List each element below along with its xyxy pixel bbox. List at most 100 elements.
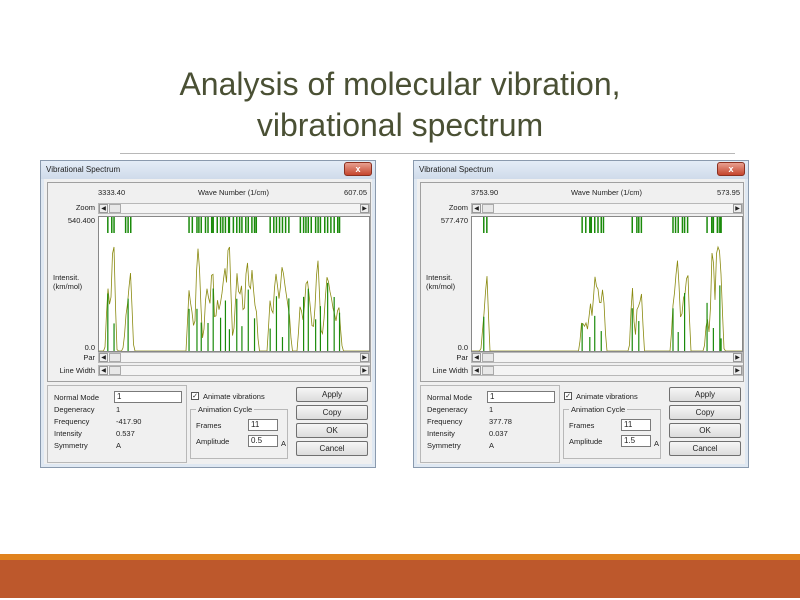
symmetry-label: Symmetry bbox=[54, 441, 88, 450]
par-label: Par bbox=[83, 353, 95, 362]
intensity-label: Intensity bbox=[427, 429, 455, 438]
scroll-right-arrow-icon[interactable]: ▶ bbox=[360, 353, 369, 362]
animation-cycle-label: Animation Cycle bbox=[196, 405, 255, 414]
apply-button[interactable]: Apply bbox=[296, 387, 368, 402]
zoom-scrollbar[interactable]: ◀ ▶ bbox=[98, 203, 370, 214]
line-width-scrollbar[interactable]: ◀ ▶ bbox=[471, 365, 743, 376]
x-axis-left-value: 3753.90 bbox=[471, 188, 499, 197]
scroll-left-arrow-icon[interactable]: ◀ bbox=[472, 353, 481, 362]
scroll-right-arrow-icon[interactable]: ▶ bbox=[733, 353, 742, 362]
zoom-scrollbar[interactable]: ◀ ▶ bbox=[471, 203, 743, 214]
y-axis-zero: 0.0 bbox=[84, 343, 95, 352]
frames-label: Frames bbox=[196, 421, 222, 430]
intensity-value: 0.537 bbox=[116, 429, 135, 438]
animation-cycle-group bbox=[190, 409, 288, 459]
scroll-thumb[interactable] bbox=[482, 353, 494, 362]
vibrational-spectrum-window: Vibrational Spectrum x 3753.90 Wave Numb… bbox=[413, 160, 749, 468]
dialog-body: 3753.90 Wave Number (1/cm) 573.95 Zoom ◀… bbox=[417, 179, 745, 464]
x-axis-left-value: 3333.40 bbox=[98, 188, 126, 197]
mode-info-panel bbox=[420, 385, 560, 463]
normal-mode-input[interactable]: 1 bbox=[487, 391, 555, 403]
footer-band-orange bbox=[0, 554, 800, 560]
animation-cycle-label: Animation Cycle bbox=[569, 405, 628, 414]
scroll-left-arrow-icon[interactable]: ◀ bbox=[472, 204, 481, 213]
amplitude-input[interactable]: 1.5 bbox=[621, 435, 651, 447]
animate-vibrations-label: Animate vibrations bbox=[203, 392, 265, 401]
par-scrollbar[interactable]: ◀ ▶ bbox=[471, 352, 743, 363]
normal_mode-label: Normal Mode bbox=[54, 393, 100, 402]
window-title: Vibrational Spectrum bbox=[46, 165, 121, 174]
scroll-thumb[interactable] bbox=[109, 204, 121, 213]
cancel-button[interactable]: Cancel bbox=[296, 441, 368, 456]
dialog-body: 3333.40 Wave Number (1/cm) 607.05 Zoom ◀… bbox=[44, 179, 372, 464]
animate-vibrations-checkbox[interactable]: ✓ bbox=[191, 392, 199, 400]
intensity-value: 0.037 bbox=[489, 429, 508, 438]
scroll-thumb[interactable] bbox=[482, 366, 494, 375]
scroll-left-arrow-icon[interactable]: ◀ bbox=[99, 204, 108, 213]
amplitude-input[interactable]: 0.5 bbox=[248, 435, 278, 447]
line-width-scrollbar[interactable]: ◀ ▶ bbox=[98, 365, 370, 376]
copy-button[interactable]: Copy bbox=[296, 405, 368, 420]
y-axis-label: Intensit. (km/mol) bbox=[53, 273, 83, 291]
frames-input[interactable]: 11 bbox=[621, 419, 651, 431]
frequency-label: Frequency bbox=[54, 417, 90, 426]
x-axis-right-value: 607.05 bbox=[344, 188, 367, 197]
x-axis-label: Wave Number (1/cm) bbox=[571, 188, 642, 197]
mode-info-panel bbox=[47, 385, 187, 463]
scroll-thumb[interactable] bbox=[109, 366, 121, 375]
scroll-thumb[interactable] bbox=[109, 353, 121, 362]
normal_mode-label: Normal Mode bbox=[427, 393, 473, 402]
x-axis-right-value: 573.95 bbox=[717, 188, 740, 197]
degeneracy-label: Degeneracy bbox=[427, 405, 468, 414]
amplitude-label: Amplitude bbox=[196, 437, 230, 446]
cancel-button[interactable]: Cancel bbox=[669, 441, 741, 456]
title-divider bbox=[120, 153, 735, 154]
par-scrollbar[interactable]: ◀ ▶ bbox=[98, 352, 370, 363]
close-button[interactable]: x bbox=[344, 162, 372, 176]
ok-button[interactable]: OK bbox=[669, 423, 741, 438]
title-bar: Vibrational Spectrum x bbox=[414, 161, 748, 179]
normal-mode-input[interactable]: 1 bbox=[114, 391, 182, 403]
y-axis-top-value: 540.400 bbox=[67, 216, 95, 225]
ok-button[interactable]: OK bbox=[296, 423, 368, 438]
slide-title-line2: vibrational spectrum bbox=[256, 107, 544, 143]
y-axis-label: Intensit. (km/mol) bbox=[426, 273, 456, 291]
frequency-value: 377.78 bbox=[489, 417, 512, 426]
y-axis-top-value: 577.470 bbox=[440, 216, 468, 225]
intensity-label: Intensity bbox=[54, 429, 82, 438]
animate-vibrations-label: Animate vibrations bbox=[576, 392, 638, 401]
degeneracy-label: Degeneracy bbox=[54, 405, 95, 414]
apply-button[interactable]: Apply bbox=[669, 387, 741, 402]
x-axis-label: Wave Number (1/cm) bbox=[198, 188, 269, 197]
title-bar: Vibrational Spectrum x bbox=[41, 161, 375, 179]
scroll-right-arrow-icon[interactable]: ▶ bbox=[360, 366, 369, 375]
window-title: Vibrational Spectrum bbox=[419, 165, 494, 174]
close-button[interactable]: x bbox=[717, 162, 745, 176]
line-width-label: Line Width bbox=[432, 366, 468, 375]
frames-input[interactable]: 11 bbox=[248, 419, 278, 431]
scroll-left-arrow-icon[interactable]: ◀ bbox=[99, 353, 108, 362]
y-axis-zero: 0.0 bbox=[457, 343, 468, 352]
scroll-left-arrow-icon[interactable]: ◀ bbox=[99, 366, 108, 375]
scroll-right-arrow-icon[interactable]: ▶ bbox=[360, 204, 369, 213]
animate-vibrations-checkbox[interactable]: ✓ bbox=[564, 392, 572, 400]
spectrum-plot bbox=[471, 216, 743, 352]
par-label: Par bbox=[456, 353, 468, 362]
slide-title-line1: Analysis of molecular vibration, bbox=[179, 66, 621, 102]
spectrum-plot bbox=[98, 216, 370, 352]
scroll-thumb[interactable] bbox=[482, 204, 494, 213]
scroll-left-arrow-icon[interactable]: ◀ bbox=[472, 366, 481, 375]
footer-band-rust bbox=[0, 560, 800, 598]
copy-button[interactable]: Copy bbox=[669, 405, 741, 420]
amplitude-label: Amplitude bbox=[569, 437, 603, 446]
degeneracy-value: 1 bbox=[489, 405, 494, 414]
scroll-right-arrow-icon[interactable]: ▶ bbox=[733, 366, 742, 375]
spectrum-frame: 3333.40 Wave Number (1/cm) 607.05 Zoom ◀… bbox=[47, 182, 371, 382]
symmetry-label: Symmetry bbox=[427, 441, 461, 450]
frequency-label: Frequency bbox=[427, 417, 463, 426]
symmetry-value: A bbox=[116, 441, 122, 450]
amplitude-unit: A bbox=[654, 439, 660, 448]
scroll-right-arrow-icon[interactable]: ▶ bbox=[733, 204, 742, 213]
zoom-label: Zoom bbox=[448, 203, 468, 212]
spectrum-curve bbox=[99, 246, 369, 351]
